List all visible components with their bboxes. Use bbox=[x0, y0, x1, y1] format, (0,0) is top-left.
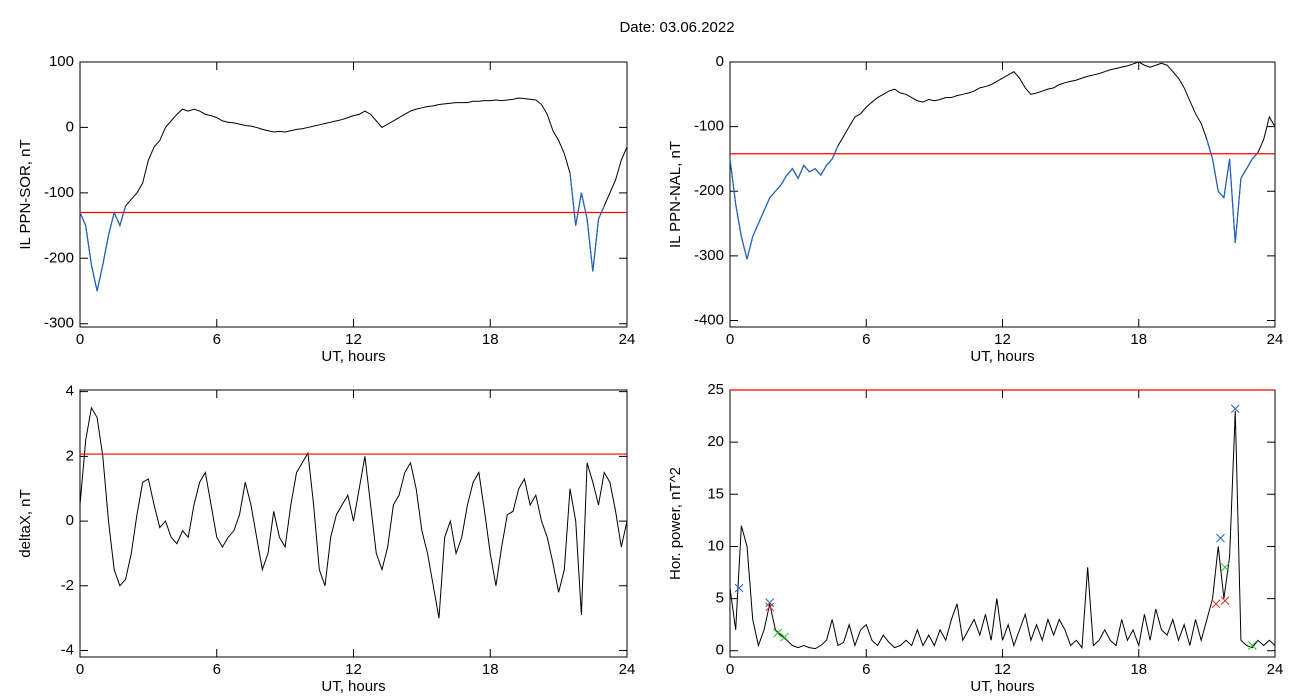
cross-marker bbox=[1216, 533, 1225, 543]
x-tick-label: 6 bbox=[862, 331, 870, 348]
x-axis-label: UT, hours bbox=[321, 678, 385, 695]
data-line bbox=[79, 97, 628, 292]
x-tick-label: 6 bbox=[862, 661, 870, 678]
y-tick-label: 2 bbox=[66, 447, 74, 464]
x-tick-label: 24 bbox=[1267, 331, 1284, 348]
y-tick-label: 20 bbox=[707, 433, 724, 450]
y-axis-label: IL PPN-NAL, nT bbox=[667, 141, 684, 248]
x-tick-label: 0 bbox=[726, 331, 734, 348]
below-threshold-line bbox=[569, 173, 583, 226]
y-tick-label: 25 bbox=[707, 381, 724, 398]
x-tick-label: 12 bbox=[994, 661, 1011, 678]
y-tick-label: -200 bbox=[44, 249, 74, 266]
y-tick-label: 4 bbox=[66, 383, 74, 400]
y-tick-label: -2 bbox=[61, 577, 74, 594]
data-line bbox=[729, 61, 1276, 260]
data-line bbox=[79, 406, 628, 619]
cross-marker bbox=[765, 602, 775, 612]
cross-marker bbox=[1211, 599, 1221, 609]
cross-marker bbox=[734, 583, 744, 593]
y-tick-label: -200 bbox=[694, 182, 724, 199]
y-tick-label: 0 bbox=[66, 118, 74, 135]
below-threshold-line bbox=[580, 192, 605, 272]
x-tick-label: 0 bbox=[76, 661, 84, 678]
x-tick-label: 18 bbox=[482, 331, 499, 348]
cross-marker bbox=[765, 598, 775, 608]
y-tick-label: -100 bbox=[44, 184, 74, 201]
cross-marker bbox=[1220, 596, 1230, 606]
x-tick-label: 12 bbox=[345, 331, 362, 348]
below-threshold-line bbox=[729, 145, 839, 260]
cross-marker bbox=[773, 628, 783, 638]
below-threshold-line bbox=[1206, 139, 1259, 244]
cross-marker bbox=[780, 632, 789, 642]
y-tick-label: -300 bbox=[694, 247, 724, 264]
x-tick-label: 0 bbox=[76, 331, 84, 348]
x-tick-label: 18 bbox=[1130, 661, 1147, 678]
x-tick-label: 18 bbox=[482, 661, 499, 678]
y-tick-label: 0 bbox=[716, 642, 724, 659]
y-tick-label: -400 bbox=[694, 312, 724, 329]
x-tick-label: 6 bbox=[213, 331, 221, 348]
y-tick-label: 15 bbox=[707, 485, 724, 502]
x-tick-label: 18 bbox=[1130, 331, 1147, 348]
below-threshold-line bbox=[113, 205, 127, 228]
below-threshold-line bbox=[79, 212, 115, 292]
y-tick-label: 0 bbox=[716, 53, 724, 70]
plot-frame bbox=[729, 389, 1276, 658]
x-axis-label: UT, hours bbox=[970, 348, 1034, 365]
plot-frame bbox=[79, 61, 628, 328]
y-tick-label: -100 bbox=[694, 118, 724, 135]
x-tick-label: 24 bbox=[1267, 661, 1284, 678]
x-tick-label: 12 bbox=[994, 331, 1011, 348]
y-axis-label: IL PPN-SOR, nT bbox=[17, 139, 34, 249]
x-axis-label: UT, hours bbox=[970, 678, 1034, 695]
cross-marker bbox=[1247, 641, 1257, 650]
y-tick-label: -4 bbox=[61, 641, 74, 658]
y-tick-label: 100 bbox=[49, 53, 74, 70]
y-tick-label: 5 bbox=[716, 590, 724, 607]
y-axis-label: deltaX, nT bbox=[17, 489, 34, 557]
x-tick-label: 0 bbox=[726, 661, 734, 678]
plot-frame bbox=[79, 389, 628, 658]
y-tick-label: 10 bbox=[707, 537, 724, 554]
y-tick-label: -300 bbox=[44, 315, 74, 332]
x-tick-label: 24 bbox=[619, 661, 636, 678]
y-tick-label: 0 bbox=[66, 512, 74, 529]
cross-marker bbox=[1220, 562, 1230, 572]
x-axis-label: UT, hours bbox=[321, 348, 385, 365]
plot-frame bbox=[729, 61, 1276, 328]
data-line bbox=[729, 410, 1276, 650]
y-axis-label: Hor. power, nT^2 bbox=[667, 467, 684, 580]
x-tick-label: 6 bbox=[213, 661, 221, 678]
x-tick-label: 12 bbox=[345, 661, 362, 678]
figure-title: Date: 03.06.2022 bbox=[619, 19, 734, 36]
cross-marker bbox=[1230, 404, 1240, 414]
x-tick-label: 24 bbox=[619, 331, 636, 348]
